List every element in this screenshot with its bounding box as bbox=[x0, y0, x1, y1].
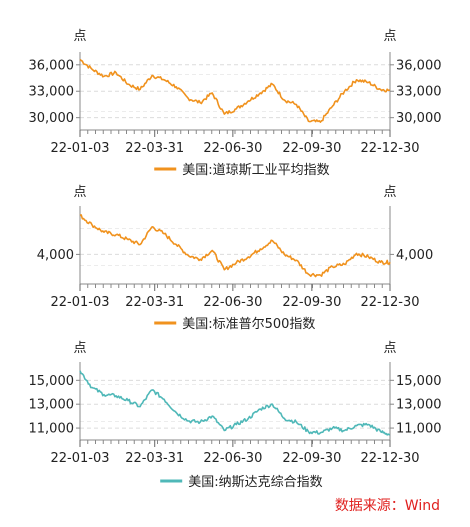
chart-panel-3: 15,000 15,000 13,000 13,000 11,000 11,000 22-0… bbox=[29, 341, 442, 490]
unit-label-right: 点 bbox=[383, 341, 396, 356]
y-tick-label-right: 11,000 bbox=[396, 422, 442, 437]
x-tick-label: 22-01-03 bbox=[50, 141, 109, 156]
x-tick-label: 22-12-30 bbox=[360, 451, 419, 466]
x-tick-label: 22-09-30 bbox=[282, 141, 341, 156]
x-tick-label: 22-03-31 bbox=[125, 295, 184, 310]
x-tick-label: 22-03-31 bbox=[125, 451, 184, 466]
x-tick-label: 22-01-03 bbox=[50, 295, 109, 310]
unit-label-right: 点 bbox=[383, 185, 396, 200]
y-tick-label-right: 33,000 bbox=[396, 85, 442, 100]
y-tick-label-left: 30,000 bbox=[29, 111, 75, 126]
legend-label: 美国:道琼斯工业平均指数 bbox=[182, 163, 329, 178]
legend-label: 美国:标准普尔500指数 bbox=[182, 317, 315, 332]
y-tick-label-left: 33,000 bbox=[29, 85, 75, 100]
chart-panel-2: 4,000 4,000 22-01-03 22-03-31 22-06-30 22-09-… bbox=[37, 185, 433, 332]
y-tick-label-right: 36,000 bbox=[396, 58, 442, 73]
y-tick-label-right: 15,000 bbox=[396, 374, 442, 389]
y-tick-label-right: 4,000 bbox=[396, 248, 433, 263]
x-tick-label: 22-12-30 bbox=[360, 141, 419, 156]
unit-label-left: 点 bbox=[73, 29, 86, 44]
unit-label-right: 点 bbox=[383, 29, 396, 44]
y-tick-label-left: 4,000 bbox=[37, 248, 74, 263]
y-tick-label-right: 30,000 bbox=[396, 111, 442, 126]
legend-label: 美国:纳斯达克综合指数 bbox=[188, 475, 322, 490]
x-tick-label: 22-06-30 bbox=[203, 295, 262, 310]
y-tick-label-left: 11,000 bbox=[29, 422, 75, 437]
y-tick-label-left: 15,000 bbox=[29, 374, 75, 389]
y-tick-label-left: 13,000 bbox=[29, 398, 75, 413]
x-tick-label: 22-01-03 bbox=[50, 451, 109, 466]
x-tick-label: 22-06-30 bbox=[203, 141, 262, 156]
x-tick-label: 22-12-30 bbox=[360, 295, 419, 310]
chart-panel-1: 36,000 36,000 33,000 33,000 30,000 30,000 22-0… bbox=[29, 29, 442, 178]
unit-label-left: 点 bbox=[73, 185, 86, 200]
x-tick-label: 22-09-30 bbox=[282, 295, 341, 310]
source-note: 数据来源：Wind bbox=[335, 495, 440, 515]
x-tick-label: 22-06-30 bbox=[203, 451, 262, 466]
x-tick-label: 22-03-31 bbox=[125, 141, 184, 156]
y-tick-label-right: 13,000 bbox=[396, 398, 442, 413]
x-tick-label: 22-09-30 bbox=[282, 451, 341, 466]
unit-label-left: 点 bbox=[73, 341, 86, 356]
series-line bbox=[80, 215, 390, 277]
y-tick-label-left: 36,000 bbox=[29, 58, 75, 73]
